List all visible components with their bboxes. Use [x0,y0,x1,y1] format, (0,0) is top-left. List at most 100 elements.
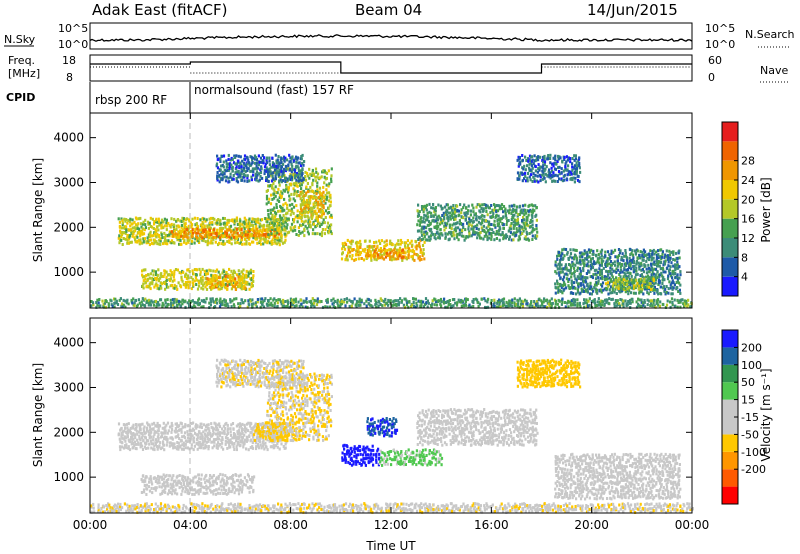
power-echo-cell [121,302,124,306]
power-echo-cell [295,171,299,175]
power-echo-cell [218,299,221,303]
power-echo-cell [243,227,246,231]
power-echo-cell [469,305,472,309]
power-echo-cell [400,300,403,304]
power-echo-cell [549,171,552,175]
power-echo-cell [663,278,666,282]
power-echo-cell [648,285,651,289]
power-echo-cell [622,259,625,263]
velocity-echo-cell [148,436,151,440]
power-echo-cell [272,165,275,169]
power-echo-cell [501,231,504,234]
power-echo-cell [375,251,378,255]
power-echo-cell [470,234,473,238]
power-echo-cell [513,301,516,305]
power-echo-cell [556,174,559,178]
power-echo-cell [600,248,604,252]
power-echo-cell [415,244,418,248]
power-echo-cell [615,267,618,271]
power-echo-cell [436,218,440,222]
velocity-echo-cell [137,441,140,445]
power-echo-cell [296,184,299,188]
power-echo-cell [133,229,137,233]
power-echo-cell [288,177,291,181]
power-echo-cell [176,218,180,221]
power-echo-cell [224,299,227,303]
power-echo-cell [217,157,220,161]
power-echo-cell [177,302,180,306]
power-echo-cell [516,214,519,218]
power-echo-cell [259,305,262,309]
power-echo-cell [280,167,283,171]
power-echo-cell [559,257,563,261]
power-echo-cell [340,302,344,306]
power-echo-cell [176,233,179,237]
power-echo-cell [419,250,422,254]
power-echo-cell [527,172,530,175]
power-echo-cell [473,232,476,236]
power-echo-cell [201,216,204,220]
power-echo-cell [626,287,629,291]
power-echo-cell [224,223,227,227]
power-echo-cell [255,156,258,160]
power-echo-cell [591,266,595,269]
power-echo-cell [352,248,355,251]
power-echo-cell [552,156,555,160]
power-echo-cell [388,242,392,246]
power-echo-cell [326,221,330,225]
power-echo-cell [179,239,182,242]
velocity-echo-cell [134,436,137,440]
power-echo-cell [436,226,439,230]
power-echo-cell [263,228,267,232]
power-echo-cell [170,217,173,221]
power-echo-cell [599,288,602,292]
power-echo-cell [547,302,550,306]
power-echo-cell [297,226,300,230]
power-echo-cell [448,225,451,229]
power-echo-cell [164,241,167,245]
power-echo-cell [625,256,628,260]
power-echo-cell [285,226,288,229]
power-echo-cell [241,238,244,242]
freq-label: Freq. [8,54,35,67]
power-echo-cell [529,168,532,172]
power-echo-cell [665,291,668,294]
power-echo-cell [257,154,260,158]
power-echo-cell [535,213,538,217]
power-echo-cell [170,241,173,245]
power-echo-cell [227,176,230,180]
power-echo-cell [640,298,643,302]
power-echo-cell [228,239,231,243]
power-echo-cell [525,159,528,162]
power-echo-cell [561,284,565,287]
power-echo-cell [377,304,380,308]
power-echo-cell [649,304,652,307]
power-echo-cell [620,286,623,290]
velocity-echo-cell [148,442,151,446]
power-echo-cell [146,299,149,303]
power-echo-cell [95,305,98,309]
power-echo-cell [644,287,647,291]
power-echo-cell [219,238,222,242]
power-echo-cell [467,204,470,208]
power-echo-cell [227,220,230,224]
power-echo-cell [273,219,276,223]
power-echo-cell [595,283,598,287]
power-echo-cell [587,260,590,264]
power-echo-cell [549,302,552,306]
power-echo-cell [606,250,610,254]
power-echo-cell [266,217,269,221]
power-echo-cell [248,222,251,226]
power-echo-cell [240,287,243,291]
power-echo-cell [646,282,649,286]
power-echo-cell [226,228,229,232]
power-echo-cell [284,164,287,168]
power-echo-cell [417,219,420,223]
power-echo-cell [307,190,310,194]
power-echo-cell [635,266,638,270]
power-echo-cell [252,270,255,273]
power-echo-cell [643,300,646,304]
power-echo-cell [266,188,269,192]
power-echo-cell [443,228,446,232]
power-echo-cell [567,156,570,160]
